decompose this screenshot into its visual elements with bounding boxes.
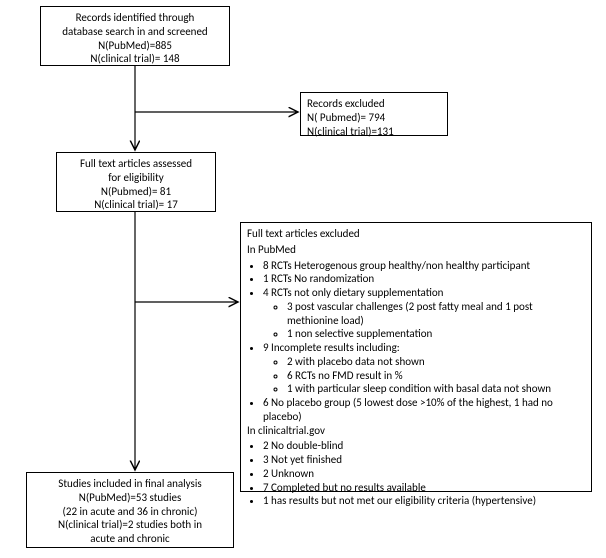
- box-records-excluded: Records excluded N( Pubmed)= 794 N(clini…: [300, 92, 448, 136]
- text-line: Studies included in final analysis: [33, 477, 227, 491]
- excluded-pubmed-list: 8 RCTs Heterogenous group healthy/non he…: [247, 259, 585, 424]
- list-item: 2 Unknown: [263, 467, 585, 481]
- list-item: 1 has results but not met our eligibilit…: [263, 494, 585, 508]
- text-line: for eligibility: [63, 171, 209, 185]
- list-item-text: 4 RCTs not only dietary supplementation: [263, 286, 443, 299]
- sub-list: 3 post vascular challenges (2 post fatty…: [263, 300, 585, 341]
- excluded-ct-label: In clinicaltrial.gov: [247, 424, 585, 438]
- text-line: database search in and screened: [47, 25, 223, 39]
- excluded-title: Full text articles excluded: [247, 227, 585, 241]
- list-item: 4 RCTs not only dietary supplementation …: [263, 286, 585, 341]
- list-item: 2 No double-blind: [263, 439, 585, 453]
- list-item: 1 with particular sleep condition with b…: [287, 382, 585, 396]
- list-item: 3 Not yet finished: [263, 453, 585, 467]
- box-fulltext-excluded: Full text articles excluded In PubMed 8 …: [240, 222, 592, 492]
- list-item: 1 non selective supplementation: [287, 327, 585, 341]
- list-item: 9 Incomplete results including: 2 with p…: [263, 341, 585, 396]
- list-item: 7 Completed but no results available: [263, 481, 585, 495]
- text-line: N( Pubmed)= 794: [307, 111, 441, 125]
- text-line: N(clinical trial)=2 studies both in: [33, 518, 227, 532]
- list-item: 6 RCTs no FMD result in %: [287, 369, 585, 383]
- text-line: Full text articles assessed: [63, 157, 209, 171]
- text-line: N(clinical trial)=131: [307, 125, 441, 139]
- box-studies-included: Studies included in final analysis N(Pub…: [26, 472, 234, 548]
- text-line: N(clinical trial)= 17: [63, 198, 209, 212]
- list-item: 3 post vascular challenges (2 post fatty…: [287, 300, 585, 328]
- text-line: N(Pubmed)= 81: [63, 185, 209, 199]
- text-line: N(clinical trial)= 148: [47, 52, 223, 66]
- box-records-identified: Records identified through database sear…: [40, 6, 230, 66]
- text-line: acute and chronic: [33, 532, 227, 546]
- text-line: Records excluded: [307, 97, 441, 111]
- text-line: N(PubMed)=53 studies: [33, 491, 227, 505]
- text-line: N(PubMed)=885: [47, 39, 223, 53]
- list-item: 6 No placebo group (5 lowest dose >10% o…: [263, 396, 585, 424]
- excluded-ct-list: 2 No double-blind 3 Not yet finished 2 U…: [247, 439, 585, 508]
- list-item: 2 with placebo data not shown: [287, 355, 585, 369]
- list-item: 1 RCTs No randomization: [263, 272, 585, 286]
- box-fulltext-assessed: Full text articles assessed for eligibil…: [56, 152, 216, 212]
- text-line: Records identified through: [47, 11, 223, 25]
- list-item-text: 9 Incomplete results including:: [263, 341, 400, 354]
- excluded-pubmed-label: In PubMed: [247, 243, 585, 257]
- text-line: (22 in acute and 36 in chronic): [33, 505, 227, 519]
- list-item: 8 RCTs Heterogenous group healthy/non he…: [263, 259, 585, 273]
- sub-list: 2 with placebo data not shown 6 RCTs no …: [263, 355, 585, 396]
